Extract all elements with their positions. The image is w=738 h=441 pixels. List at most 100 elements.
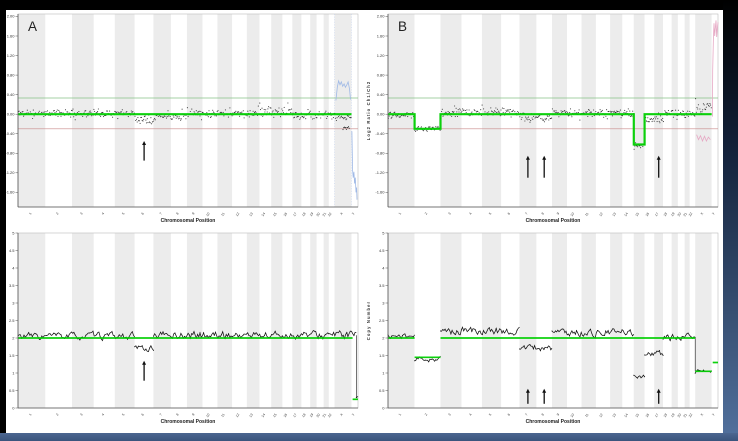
- chromosome-band: [689, 14, 696, 207]
- x-tick-label: 13: [248, 212, 254, 217]
- x-tick-label: Y: [351, 412, 356, 417]
- x-tick-label: 15: [272, 212, 278, 217]
- y-tick-label: -1.60: [6, 190, 15, 195]
- x-tick-label: X: [339, 412, 344, 417]
- y-tick-label: 4.5: [9, 248, 15, 253]
- x-tick-label: 19: [309, 212, 315, 217]
- chromosome-band: [536, 14, 552, 207]
- x-tick-label: Y: [351, 211, 356, 216]
- chromosome-band: [711, 14, 718, 207]
- x-tick-label: 13: [612, 413, 618, 418]
- chromosome-band: [323, 233, 329, 408]
- x-tick-label: 17: [292, 212, 298, 217]
- chromosome-band: [202, 14, 218, 207]
- chromosome-band: [292, 14, 302, 207]
- x-tick-label: 10: [570, 413, 576, 418]
- annotation-arrow-icon: [542, 388, 547, 404]
- x-tick-label: 15: [635, 212, 641, 217]
- chromosome-band: [334, 14, 352, 207]
- chromosome-band: [217, 14, 233, 207]
- chromosome-band: [328, 233, 335, 408]
- x-axis-title: Chromosomal Position: [161, 218, 216, 224]
- panel-b-copynumber-svg: 1 2 3 4 5 6 7 8 9 10 11 12 13 14 15 16 17 18 19 20 21 22 X Y54.…: [366, 230, 719, 425]
- x-tick-label: 12: [235, 212, 241, 217]
- x-tick-label: 6: [141, 212, 145, 216]
- x-tick-label: 8: [175, 212, 179, 216]
- x-tick-label: 12: [598, 212, 604, 217]
- x-tick-label: 5: [488, 413, 492, 417]
- chromosome-band: [153, 233, 171, 408]
- chromosome-band: [232, 233, 247, 408]
- y-tick-label: 0.5: [379, 388, 385, 393]
- figure-canvas: 1 2 3 4 5 6 7 8 9 10 11 12 13 14 15 16 17 18 19 20 21 22 X Y 2.0…: [6, 10, 723, 433]
- x-tick-label: 2: [55, 212, 59, 216]
- sex-chromosome-trace: [335, 79, 351, 101]
- chromosome-band: [134, 233, 154, 408]
- x-tick-label: 22: [688, 413, 694, 418]
- chromosome-band: [610, 233, 623, 408]
- y-axis-title: Copy Number: [366, 301, 371, 341]
- chromosome-band: [114, 14, 135, 207]
- y-tick-label: 1.60: [7, 33, 16, 38]
- x-axis-title: Chromosomal Position: [526, 419, 581, 425]
- y-tick-label: 3.5: [379, 283, 385, 288]
- chromosome-band: [610, 14, 623, 207]
- panel-b-log2-svg: 1 2 3 4 5 6 7 8 9 10 11 12 13 14 15 16 17 18 19 20 21 22 X Y2.0…: [366, 14, 719, 224]
- chromosome-band: [622, 14, 634, 207]
- x-tick-label: X: [700, 412, 705, 417]
- x-tick-label: 12: [235, 413, 241, 418]
- x-axis-title: Chromosomal Position: [526, 218, 581, 224]
- y-tick-label: -1.20: [6, 170, 15, 175]
- x-tick-label: 14: [261, 212, 267, 217]
- x-tick-label: 19: [670, 212, 676, 217]
- chromosome-band: [246, 233, 260, 408]
- x-tick-label: 2: [424, 413, 428, 417]
- y-tick-label: 1: [382, 370, 385, 375]
- annotation-arrow-icon: [142, 360, 147, 381]
- chromosome-band: [45, 233, 73, 408]
- chromosome-band: [501, 233, 520, 408]
- panel-label: A: [28, 19, 37, 34]
- y-tick-label: 4: [382, 265, 385, 270]
- x-tick-label: 9: [191, 212, 195, 216]
- x-tick-label: 2: [424, 212, 428, 216]
- chromosome-band: [622, 233, 634, 408]
- chromosome-band: [18, 233, 46, 408]
- chromosome-band: [633, 14, 645, 207]
- x-tick-label: 16: [283, 212, 289, 217]
- chromosome-band: [414, 14, 441, 207]
- slide-bottom-gradient-bar: [0, 433, 738, 441]
- chromosome-band: [633, 233, 645, 408]
- sex-chromosome-trace: [696, 134, 711, 143]
- x-tick-label: 3: [447, 212, 451, 216]
- x-tick-label: Y: [711, 211, 716, 216]
- chromosome-band: [72, 233, 94, 408]
- y-tick-label: 3: [382, 300, 385, 305]
- chromosome-band: [581, 14, 596, 207]
- chromosome-band: [536, 233, 552, 408]
- x-tick-label: 5: [488, 212, 492, 216]
- y-tick-label: -0.80: [6, 151, 15, 156]
- annotation-arrow-icon: [656, 155, 661, 178]
- panel-a-copy-number-chart: 1 2 3 4 5 6 7 8 9 10 11 12 13 14 15 16 17 18 19 20 21 22 X Y 5 4.…: [6, 228, 364, 433]
- y-tick-label: 1.20: [7, 53, 16, 58]
- x-tick-label: 10: [570, 212, 576, 217]
- x-tick-label: 2: [55, 413, 59, 417]
- chromosome-band: [72, 14, 94, 207]
- x-tick-label: 20: [316, 413, 322, 418]
- x-tick-label: 3: [79, 413, 83, 417]
- chromosome-band: [440, 14, 462, 207]
- x-tick-label: 16: [645, 212, 651, 217]
- x-axis-title: Chromosomal Position: [161, 419, 216, 425]
- chromosome-band: [551, 14, 568, 207]
- x-tick-label: 7: [159, 212, 163, 216]
- x-tick-label: 1: [398, 413, 402, 417]
- chromosome-band: [519, 14, 537, 207]
- y-tick-label: 2.5: [9, 318, 15, 323]
- chromosome-band: [501, 14, 520, 207]
- y-tick-label: 1.5: [9, 353, 15, 358]
- x-tick-label: 10: [205, 413, 211, 418]
- x-tick-label: 9: [556, 212, 560, 216]
- x-tick-label: 4: [468, 212, 472, 216]
